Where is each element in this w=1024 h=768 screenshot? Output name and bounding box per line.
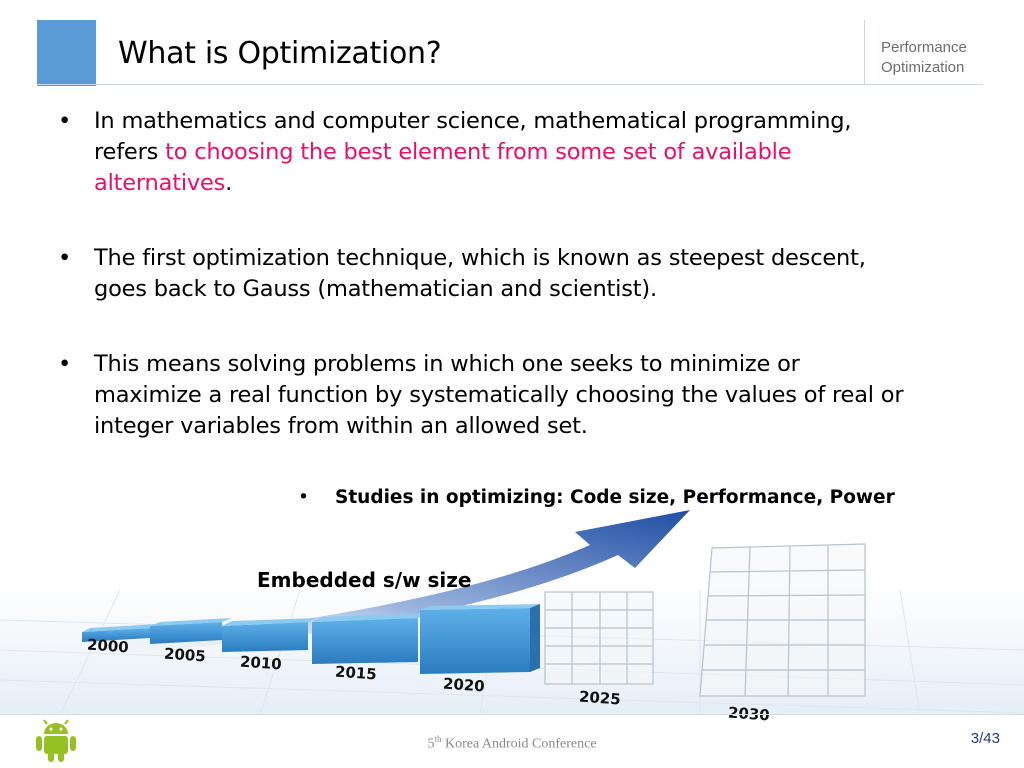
year-label: 2025 <box>578 687 622 709</box>
bar-2020 <box>420 604 540 674</box>
sub-bullet-text: Studies in optimizing: Code size, Perfor… <box>335 487 895 508</box>
bar-2015 <box>312 613 428 664</box>
bar-2030 <box>699 543 866 697</box>
bullet-marker: • <box>298 487 309 508</box>
sub-bullet: • Studies in optimizing: Code size, Perfo… <box>298 484 895 512</box>
page-number: 3/43 <box>970 730 1000 747</box>
conference-footer: 5th Korea Android Conference <box>0 734 1024 753</box>
header-accent-block <box>37 20 96 86</box>
section-label: Performance Optimization <box>881 39 967 76</box>
bullet-text: In mathematics and computer science, mat… <box>94 108 852 165</box>
bullet-marker: • <box>58 245 72 271</box>
bullet-marker: • <box>58 351 72 377</box>
bar-2000 <box>82 624 158 642</box>
bar-2010 <box>222 618 318 652</box>
growth-illustration <box>0 510 1024 715</box>
year-label: 2005 <box>163 644 207 666</box>
solid-bars <box>82 604 540 674</box>
bar-2005 <box>150 618 232 644</box>
bar-2025 <box>544 591 654 685</box>
bullet-highlight: to choosing the best element from some s… <box>94 139 792 196</box>
android-logo-icon <box>36 719 76 762</box>
conference-name: Korea Android Conference <box>441 736 597 752</box>
bullet-item: • The first optimization technique, which… <box>58 243 908 305</box>
year-label: 2000 <box>86 635 130 657</box>
year-label: 2015 <box>334 662 378 684</box>
header-rule <box>37 84 983 85</box>
footer-rule <box>0 714 1024 715</box>
conference-prefix: 5 <box>427 736 435 752</box>
growth-arrow <box>30 510 690 658</box>
conference-sup: th <box>434 734 442 744</box>
illustration-label: Embedded s/w size <box>257 568 472 592</box>
header-divider <box>864 20 865 84</box>
bullet-item: • In mathematics and computer science, ma… <box>58 106 908 199</box>
bullet-item: • This means solving problems in which on… <box>58 349 908 442</box>
year-label: 2020 <box>442 674 486 696</box>
future-bars <box>544 543 866 697</box>
bullet-text: This means solving problems in which one… <box>94 351 904 439</box>
page-title: What is Optimization? <box>118 36 442 71</box>
bullet-marker: • <box>58 108 72 134</box>
bullet-text: The first optimization technique, which … <box>94 245 866 302</box>
year-label: 2010 <box>239 652 283 674</box>
bullet-suffix: . <box>225 170 233 196</box>
bullet-list: • In mathematics and computer science, ma… <box>58 106 908 486</box>
